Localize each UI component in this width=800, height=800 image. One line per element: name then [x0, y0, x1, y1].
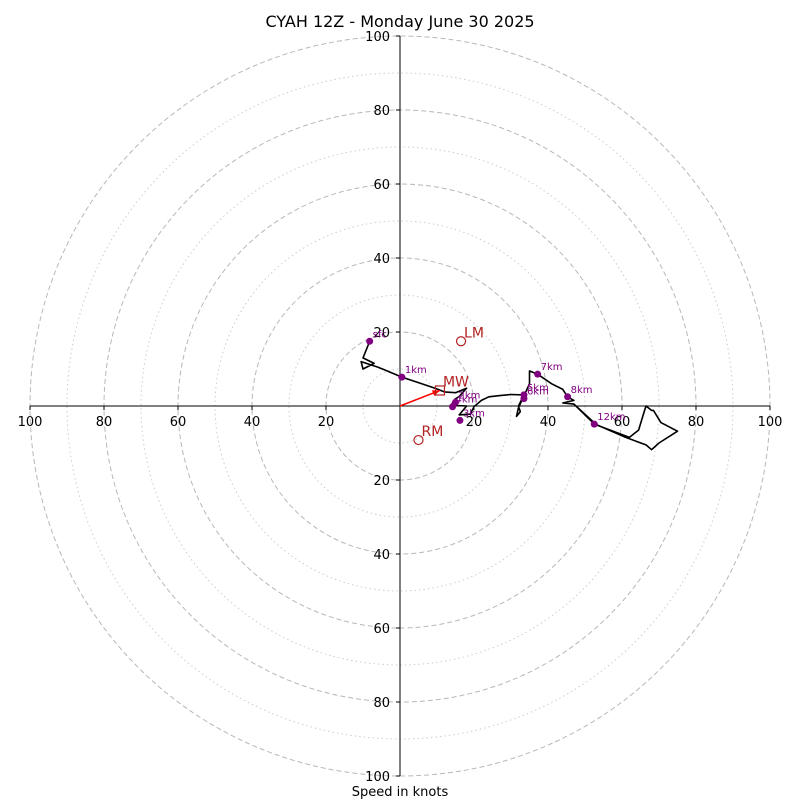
motion-marker-rm [413, 434, 424, 446]
height-label-sfc: sfc [373, 329, 387, 340]
x-tick-label: 40 [244, 415, 261, 430]
y-tick-label: 80 [373, 104, 390, 119]
height-label-6km: 6km [527, 387, 549, 398]
height-label-4km: 4km [456, 395, 478, 406]
x-tick-label: 40 [540, 415, 557, 430]
x-tick-label: 60 [170, 415, 187, 430]
y-tick-label: 40 [373, 548, 390, 563]
x-tick-label: 20 [318, 415, 335, 430]
chart-title: CYAH 12Z - Monday June 30 2025 [265, 12, 534, 31]
y-tick-label: 20 [373, 326, 390, 341]
y-tick-label: 100 [365, 770, 390, 785]
height-label-2km: 2km [459, 390, 481, 401]
height-label-3km: 3km [463, 408, 485, 419]
motion-marker-lm [455, 336, 467, 347]
y-tick-label: 100 [365, 30, 390, 45]
height-marker-7km [534, 370, 542, 378]
y-tick-label: 20 [373, 474, 390, 489]
x-tick-label: 100 [18, 415, 43, 430]
x-tick-label: 80 [96, 415, 113, 430]
height-label-1km: 1km [405, 365, 427, 376]
height-label-8km: 8km [571, 385, 593, 396]
height-marker-8km [564, 393, 572, 401]
shear-vector [399, 389, 441, 407]
y-tick-label: 40 [373, 252, 390, 267]
motion-marker-mw-label: MW [443, 374, 469, 390]
height-marker-4km [449, 403, 457, 411]
height-label-5km: 5km [527, 383, 549, 394]
motion-marker-rm-label: RM [422, 424, 444, 440]
height-label-7km: 7km [541, 362, 563, 373]
y-tick-label: 60 [373, 178, 390, 193]
y-tick-label: 60 [373, 622, 390, 637]
x-tick-label: 80 [688, 415, 705, 430]
hodograph-trace [360, 341, 679, 451]
height-marker-3km [456, 416, 464, 424]
tick-labels: 100 100 80 80 60 60 40 40 20 20 20 20 40 40 60 60 80 80 10… [18, 30, 783, 785]
hodograph-line [360, 341, 679, 451]
x-tick-label: 60 [614, 415, 631, 430]
height-marker-sfc [366, 337, 374, 345]
height-marker-12km [590, 420, 598, 428]
motion-marker-lm-label: LM [464, 325, 484, 341]
motion-marker-mw [434, 385, 446, 396]
storm-motion-markers: LM RM MW [413, 325, 484, 446]
height-marker-1km [398, 373, 406, 381]
x-tick-label: 100 [758, 415, 783, 430]
height-label-12km: 12km [597, 412, 625, 423]
x-tick-label: 20 [466, 415, 483, 430]
x-axis-label: Speed in knots [352, 785, 449, 800]
y-tick-label: 80 [373, 696, 390, 711]
height-marker-6km [520, 395, 528, 403]
